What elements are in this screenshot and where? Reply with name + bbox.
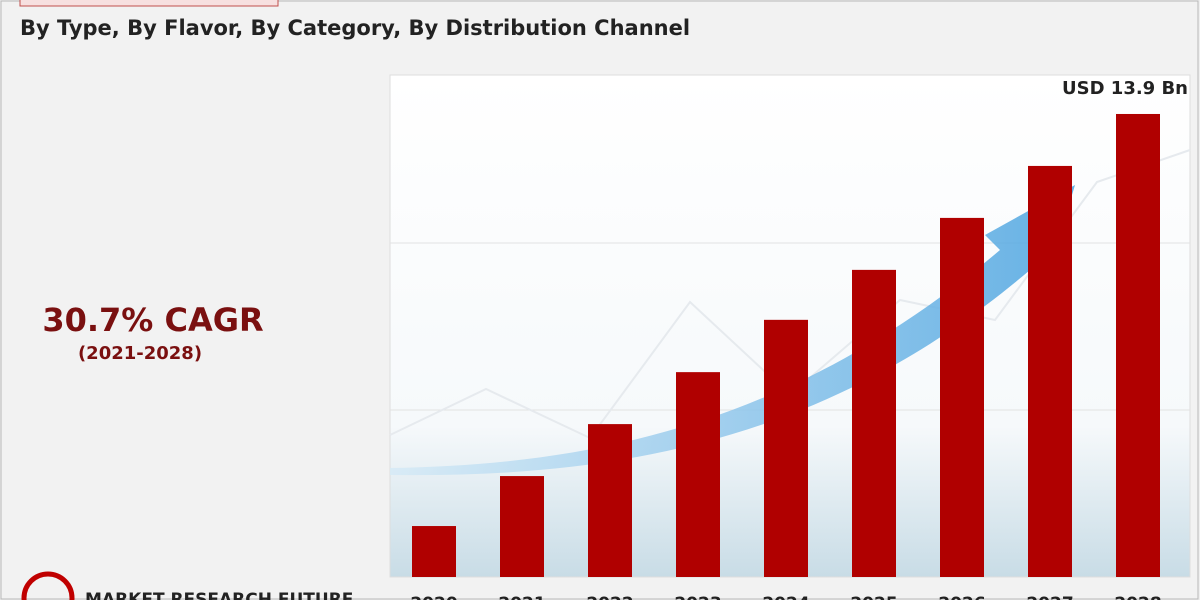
x-tick-label: 2023 bbox=[674, 594, 721, 600]
x-tick-label: 2025 bbox=[850, 594, 897, 600]
cagr-period: (2021-2028) bbox=[78, 343, 202, 364]
x-tick-label: 2027 bbox=[1026, 594, 1073, 600]
title-box bbox=[19, 0, 279, 7]
brand: MARKET RESEARCH FUTURE bbox=[85, 590, 353, 600]
x-tick-label: 2020 bbox=[410, 594, 457, 600]
x-tick-label: 2026 bbox=[938, 594, 985, 600]
bar bbox=[500, 476, 544, 577]
growth-arrow bbox=[390, 185, 1075, 476]
bar bbox=[676, 372, 720, 577]
x-tick-label: 2022 bbox=[586, 594, 633, 600]
bar bbox=[764, 319, 808, 577]
bar bbox=[1028, 165, 1072, 577]
bar bbox=[588, 424, 632, 577]
subtitle: By Type, By Flavor, By Category, By Dist… bbox=[20, 16, 690, 40]
value-label: USD 13.9 Bn bbox=[1062, 78, 1188, 99]
bar bbox=[852, 269, 896, 577]
cagr: 30.7% CAGR bbox=[42, 301, 263, 339]
logo-icon bbox=[21, 571, 75, 600]
bar bbox=[1116, 113, 1160, 577]
x-tick-label: 2021 bbox=[498, 594, 545, 600]
bar bbox=[412, 526, 456, 577]
x-tick-label: 2028 bbox=[1114, 594, 1161, 600]
x-tick-label: 2024 bbox=[762, 594, 809, 600]
bar bbox=[940, 217, 984, 578]
